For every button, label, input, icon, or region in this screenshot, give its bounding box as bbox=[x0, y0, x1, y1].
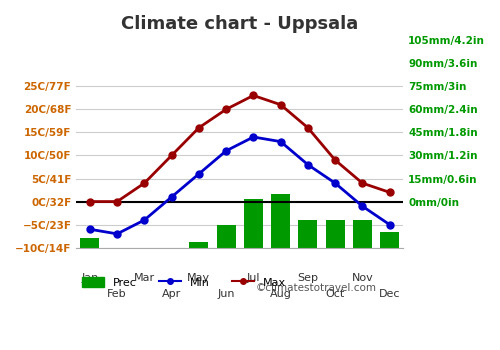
Text: Sep: Sep bbox=[298, 273, 318, 283]
Bar bbox=[190, 241, 208, 248]
Bar bbox=[244, 198, 263, 248]
Text: May: May bbox=[188, 273, 210, 283]
Text: Feb: Feb bbox=[108, 289, 127, 299]
Bar bbox=[326, 220, 344, 248]
Text: Dec: Dec bbox=[379, 289, 400, 299]
Bar bbox=[353, 220, 372, 248]
Text: Mar: Mar bbox=[134, 273, 155, 283]
Text: ©climatestotravel.com: ©climatestotravel.com bbox=[256, 284, 377, 293]
Text: Nov: Nov bbox=[352, 273, 374, 283]
Bar bbox=[216, 225, 236, 248]
Text: Jan: Jan bbox=[81, 273, 98, 283]
Title: Climate chart - Uppsala: Climate chart - Uppsala bbox=[121, 15, 358, 33]
Text: Apr: Apr bbox=[162, 289, 181, 299]
Bar bbox=[80, 238, 100, 248]
Bar bbox=[271, 194, 290, 248]
Bar bbox=[380, 232, 399, 248]
Bar bbox=[108, 248, 126, 252]
Text: Jun: Jun bbox=[218, 289, 235, 299]
Bar bbox=[298, 220, 318, 248]
Text: Aug: Aug bbox=[270, 289, 291, 299]
Bar bbox=[135, 248, 154, 254]
Legend: Prec, Min, Max: Prec, Min, Max bbox=[82, 277, 286, 288]
Text: Jul: Jul bbox=[246, 273, 260, 283]
Text: Oct: Oct bbox=[326, 289, 345, 299]
